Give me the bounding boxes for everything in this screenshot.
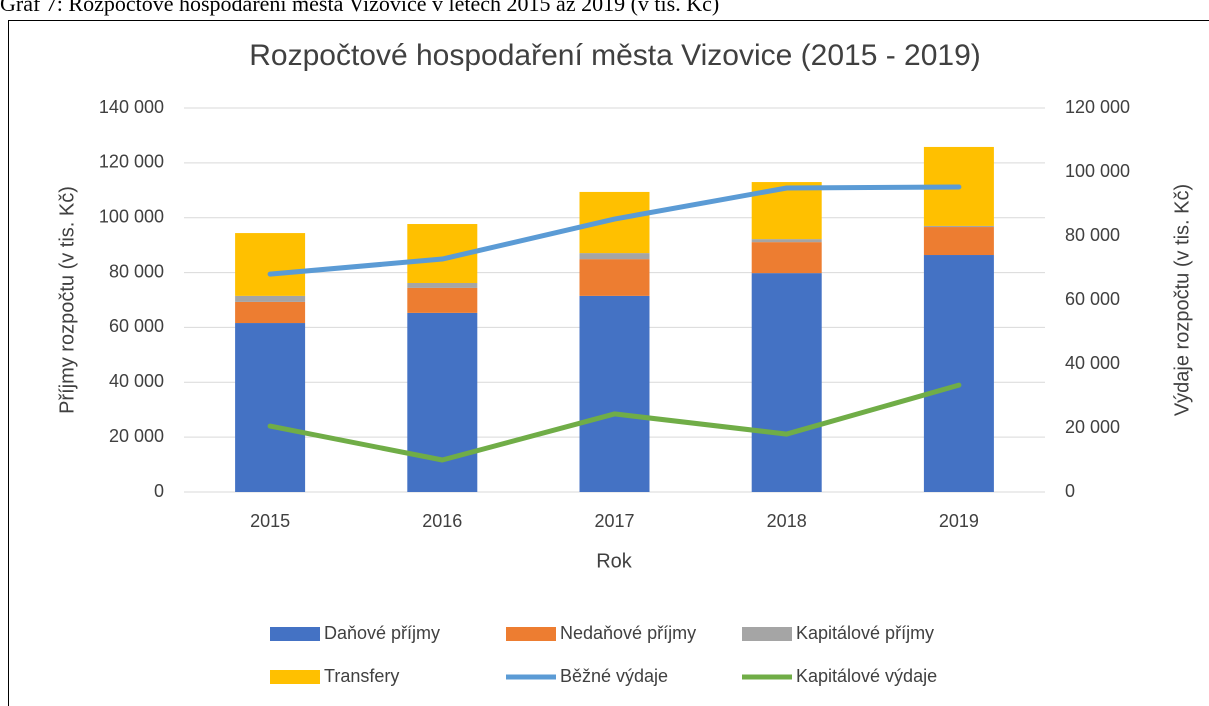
legend-swatch [742,627,792,641]
bar [407,287,478,313]
legend-label: Daňové příjmy [324,623,440,643]
x-tick-label: 2015 [250,511,290,531]
legend-label: Nedaňové příjmy [560,623,696,643]
y-tick-label: 60 000 [109,316,164,336]
y2-tick-label: 120 000 [1065,97,1130,117]
bar [923,225,994,228]
x-tick-label: 2019 [939,511,979,531]
y-tick-label: 120 000 [99,152,164,172]
y2-tick-label: 100 000 [1065,161,1130,181]
bar [751,242,822,274]
y-axis-title: Příjmy rozpočtu (v tis. Kč) [56,186,78,414]
x-tick-label: 2017 [594,511,634,531]
line [267,184,962,277]
y-tick-label: 100 000 [99,206,164,226]
legend-label: Transfery [324,666,399,686]
bar [579,295,650,492]
chart-title: Rozpočtové hospodaření města Vizovice (2… [249,39,981,72]
y2-tick-label: 40 000 [1065,353,1120,373]
x-axis-title: Rok [596,550,633,572]
legend-label: Kapitálové výdaje [796,666,937,686]
bar [751,273,822,492]
frame [8,20,1209,706]
bar [579,259,650,296]
y2-tick-label: 80 000 [1065,225,1120,245]
legend-swatch [270,670,320,684]
bar [407,312,478,492]
legend-label: Kapitálové příjmy [796,623,934,643]
legend-swatch [270,627,320,641]
x-tick-label: 2016 [422,511,462,531]
bar [751,239,822,243]
legend-swatch [506,627,556,641]
bar [923,227,994,256]
bar [235,295,306,302]
bar [923,255,994,492]
y-tick-label: 0 [154,481,164,501]
x-tick-label: 2018 [767,511,807,531]
y-tick-label: 140 000 [99,97,164,117]
y2-tick-label: 0 [1065,481,1075,501]
bar [407,282,478,288]
y-tick-label: 80 000 [109,261,164,281]
bar [579,253,650,260]
legend-label: Běžné výdaje [560,666,668,686]
line [267,382,962,463]
y2-tick-label: 60 000 [1065,289,1120,309]
y-tick-label: 40 000 [109,371,164,391]
y2-tick-label: 20 000 [1065,417,1120,437]
y-tick-label: 20 000 [109,426,164,446]
bar [235,301,306,324]
y2-axis-title: Výdaje rozpočtu (v tis. Kč) [1171,184,1193,416]
bar [235,233,306,296]
bar [235,323,306,492]
caption: Graf 7: Rozpočtové hospodaření města Viz… [0,0,719,16]
